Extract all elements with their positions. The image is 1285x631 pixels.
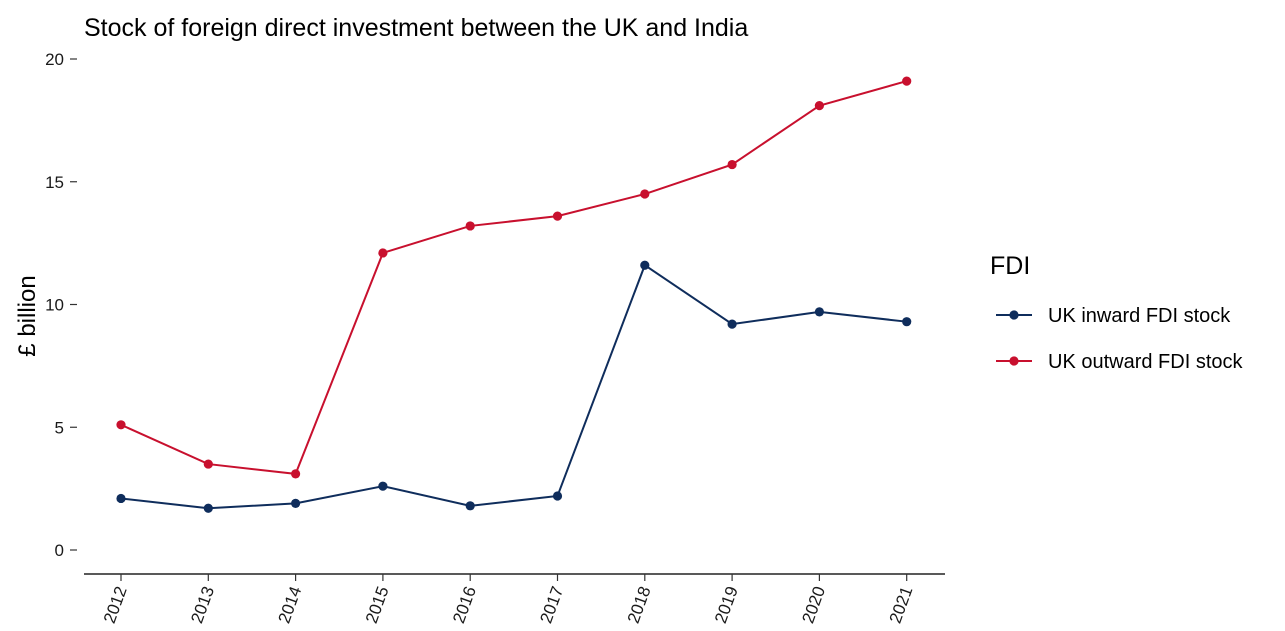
x-tick-label: 2017 bbox=[536, 584, 567, 626]
y-tick-label: 15 bbox=[45, 173, 64, 192]
data-point bbox=[291, 469, 301, 479]
series-line bbox=[120, 80, 907, 475]
y-axis-title: £ billion bbox=[14, 275, 41, 356]
data-point bbox=[814, 101, 825, 111]
x-tick-label: 2012 bbox=[100, 584, 131, 626]
x-tick-label: 2020 bbox=[798, 584, 829, 626]
legend: FDI UK inward FDI stock UK outward FDI st… bbox=[990, 252, 1244, 373]
data-point bbox=[116, 493, 126, 504]
x-tick-label: 2016 bbox=[449, 584, 480, 626]
legend-title: FDI bbox=[990, 252, 1030, 280]
y-axis: 0 5 10 15 20 bbox=[45, 50, 77, 560]
x-tick-label: 2019 bbox=[711, 584, 742, 626]
x-tick-label: 2018 bbox=[624, 584, 655, 626]
data-point bbox=[727, 159, 737, 170]
data-point bbox=[552, 491, 563, 501]
data-point bbox=[902, 76, 912, 86]
data-point bbox=[116, 420, 126, 430]
data-point bbox=[640, 189, 650, 199]
series-outward bbox=[116, 76, 912, 479]
data-point bbox=[902, 317, 912, 327]
x-tick-label: 2021 bbox=[886, 584, 917, 626]
data-point bbox=[203, 459, 213, 469]
y-tick-label: 20 bbox=[45, 50, 64, 69]
legend-label: UK outward FDI stock bbox=[1048, 351, 1244, 373]
legend-key-point bbox=[1009, 310, 1019, 320]
x-tick-label: 2014 bbox=[275, 584, 306, 626]
data-point bbox=[640, 260, 650, 270]
y-tick-label: 5 bbox=[55, 418, 64, 437]
y-tick-label: 0 bbox=[55, 541, 64, 560]
data-point bbox=[291, 498, 301, 508]
chart-title: Stock of foreign direct investment betwe… bbox=[84, 14, 748, 42]
x-axis: 2012 2013 2014 2015 2016 2017 2018 2019 2020 2021 bbox=[84, 573, 945, 626]
y-tick-label: 10 bbox=[45, 296, 64, 315]
series-inward bbox=[116, 260, 912, 513]
data-point bbox=[465, 501, 475, 511]
data-point bbox=[378, 248, 388, 258]
x-tick-label: 2013 bbox=[187, 584, 218, 626]
legend-key-point bbox=[1009, 356, 1019, 366]
data-point bbox=[378, 481, 388, 491]
data-point bbox=[465, 221, 475, 231]
data-point bbox=[727, 319, 737, 329]
series-line bbox=[120, 263, 907, 510]
data-point bbox=[814, 307, 825, 317]
data-point bbox=[552, 211, 563, 221]
series-layer bbox=[116, 76, 912, 513]
data-point bbox=[203, 503, 213, 513]
legend-label: UK inward FDI stock bbox=[1048, 305, 1231, 327]
x-tick-label: 2015 bbox=[362, 584, 393, 626]
